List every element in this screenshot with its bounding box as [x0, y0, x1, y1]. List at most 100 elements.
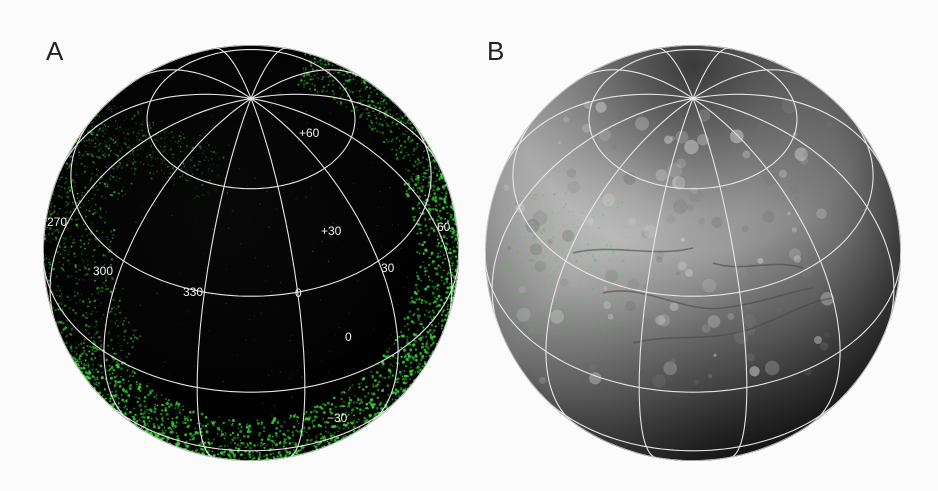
detection-dot — [139, 412, 143, 416]
detection-dot — [378, 122, 382, 125]
detection-dot — [438, 196, 442, 200]
detection-dot — [143, 415, 146, 419]
detection-dot — [137, 397, 141, 400]
detection-dot — [417, 179, 420, 182]
detection-dot — [106, 393, 109, 396]
detection-dot — [65, 341, 68, 345]
detection-dot — [313, 57, 316, 60]
detection-dot — [333, 92, 335, 95]
detection-dot — [431, 338, 434, 341]
detection-dot — [114, 313, 117, 316]
detection-dot — [424, 335, 428, 338]
detection-dot — [427, 347, 430, 351]
detection-dot — [107, 147, 110, 150]
detection-dot — [119, 311, 122, 314]
detection-dot — [217, 445, 221, 448]
detection-dot — [87, 305, 90, 308]
green-overlay-dot — [586, 243, 590, 246]
detection-dot — [90, 110, 92, 112]
detection-dot — [119, 150, 122, 153]
detection-dot — [353, 425, 356, 428]
detection-dot — [91, 279, 93, 281]
detection-dot — [301, 434, 304, 437]
detection-dot — [63, 122, 65, 124]
detection-dot — [63, 187, 66, 190]
detection-dot — [59, 253, 62, 256]
detection-dot — [220, 435, 222, 437]
detection-dot — [253, 444, 256, 447]
detection-dot — [173, 153, 175, 156]
detection-dot — [86, 264, 89, 266]
detection-dot — [75, 115, 78, 118]
detection-dot — [239, 429, 243, 433]
detection-dot — [310, 75, 312, 78]
green-overlay-dot — [563, 224, 565, 227]
detection-dot — [181, 173, 183, 175]
crater — [826, 121, 832, 127]
detection-dot — [95, 229, 99, 233]
detection-dot — [61, 196, 63, 199]
detection-dot — [311, 250, 314, 253]
detection-dot — [336, 416, 338, 419]
lat-label-0: 0 — [345, 330, 352, 344]
detection-dot — [116, 375, 119, 378]
green-overlay-dot — [503, 328, 506, 332]
detection-dot — [359, 412, 362, 415]
detection-dot — [368, 401, 372, 404]
detection-dot — [446, 312, 449, 315]
detection-dot — [87, 130, 90, 132]
green-overlay-dot — [527, 324, 531, 327]
detection-dot — [399, 393, 402, 395]
detection-dot — [87, 314, 89, 316]
detection-dot — [90, 313, 93, 315]
detection-dot — [195, 194, 198, 197]
detection-dot — [77, 364, 80, 367]
crater — [693, 379, 700, 386]
green-overlay-dot — [555, 260, 558, 263]
detection-dot — [108, 108, 111, 111]
detection-dot — [132, 410, 134, 412]
detection-dot — [76, 192, 79, 195]
detection-dot — [63, 211, 66, 214]
detection-dot — [91, 375, 93, 378]
detection-dot — [74, 319, 76, 322]
green-overlay-dot — [617, 319, 621, 322]
detection-dot — [399, 151, 403, 154]
green-overlay-dot — [546, 311, 550, 314]
detection-dot — [105, 256, 108, 258]
detection-dot — [180, 323, 182, 325]
detection-dot — [80, 362, 83, 365]
detection-dot — [304, 417, 308, 421]
detection-dot — [166, 401, 169, 404]
detection-dot — [239, 430, 243, 434]
green-overlay-dot — [556, 192, 558, 195]
detection-dot — [363, 372, 365, 374]
detection-dot — [416, 365, 420, 369]
detection-dot — [303, 451, 306, 454]
detection-dot — [164, 409, 168, 412]
detection-dot — [71, 350, 73, 353]
detection-dot — [140, 139, 143, 142]
detection-dot — [66, 275, 68, 277]
detection-dot — [65, 210, 69, 214]
detection-dot — [200, 147, 202, 150]
detection-dot — [269, 453, 272, 456]
detection-dot — [91, 197, 94, 200]
detection-dot — [91, 131, 94, 134]
detection-dot — [127, 128, 130, 131]
detection-dot — [90, 232, 93, 235]
detection-dot — [78, 278, 81, 281]
detection-dot — [446, 303, 450, 307]
detection-dot — [449, 227, 452, 230]
detection-dot — [288, 259, 290, 261]
detection-dot — [309, 64, 313, 67]
detection-dot — [73, 106, 77, 109]
detection-dot — [79, 206, 82, 209]
detection-dot — [148, 420, 151, 423]
detection-dot — [83, 338, 86, 341]
detection-dot — [433, 184, 435, 187]
detection-dot — [123, 320, 126, 323]
detection-dot — [73, 185, 77, 188]
green-overlay-dot — [589, 265, 593, 269]
detection-dot — [279, 371, 282, 373]
